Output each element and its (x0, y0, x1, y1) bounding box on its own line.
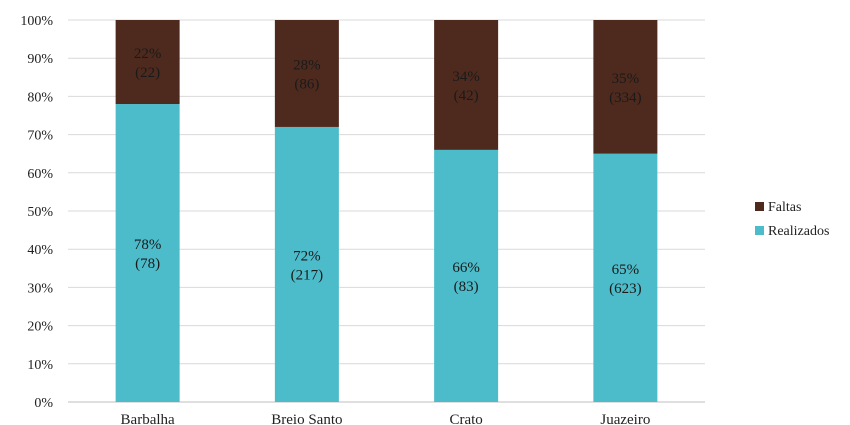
data-label-percent: 35% (612, 71, 640, 87)
x-tick-label: Juazeiro (600, 412, 650, 425)
y-tick-label: 20% (27, 320, 53, 335)
y-tick-label: 40% (27, 243, 53, 258)
bar-faltas-crato (434, 20, 499, 150)
data-label-count: (83) (454, 279, 479, 295)
bar-realizados-barbalha (115, 104, 180, 402)
bar-realizados-crato (434, 149, 499, 402)
x-tick-label: Crato (449, 412, 482, 425)
data-label-count: (42) (454, 88, 479, 104)
data-label-percent: 72% (293, 248, 321, 264)
legend-label: Faltas (768, 200, 801, 215)
y-tick-label: 10% (27, 358, 53, 373)
y-tick-label: 90% (27, 52, 53, 67)
bar-realizados-breio-santo (274, 126, 339, 403)
data-label-percent: 28% (293, 57, 321, 73)
data-label-count: (623) (609, 281, 642, 297)
y-tick-label: 80% (27, 90, 53, 105)
x-tick-label: Breio Santo (271, 412, 342, 425)
y-tick-label: 100% (20, 14, 53, 29)
data-label-percent: 34% (452, 69, 480, 85)
y-tick-label: 0% (34, 396, 53, 411)
legend-swatch (755, 202, 764, 211)
data-label-count: (86) (294, 76, 319, 92)
x-axis-ticks: Barbalha Breio Santo Crato Juazeiro (121, 412, 651, 425)
data-label-percent: 78% (134, 237, 162, 253)
bar-faltas-barbalha (115, 20, 180, 105)
data-label-percent: 22% (134, 46, 162, 62)
bar-realizados-juazeiro (593, 153, 658, 402)
bars (115, 20, 658, 403)
data-label-count: (334) (609, 90, 642, 106)
legend-swatch (755, 226, 764, 235)
legend-label: Realizados (768, 224, 829, 239)
data-labels: 78% (78) 22% (22) 72% (217) 28% (86) 66% (83) 34% (… (134, 46, 642, 297)
y-tick-label: 70% (27, 129, 53, 144)
y-tick-label: 60% (27, 167, 53, 182)
data-label-count: (217) (291, 267, 324, 283)
y-tick-label: 50% (27, 205, 53, 220)
data-label-percent: 66% (452, 260, 480, 276)
data-label-percent: 65% (612, 262, 640, 278)
y-axis-ticks: 0% 10% 20% 30% 40% 50% 60% 70% 80% 90% 100% (20, 14, 53, 411)
data-label-count: (22) (135, 65, 160, 81)
y-tick-label: 30% (27, 281, 53, 296)
legend: Faltas Realizados (755, 200, 829, 239)
bar-faltas-breio-santo (274, 20, 339, 127)
x-tick-label: Barbalha (121, 412, 175, 425)
bar-faltas-juazeiro (593, 20, 658, 154)
data-label-count: (78) (135, 256, 160, 272)
